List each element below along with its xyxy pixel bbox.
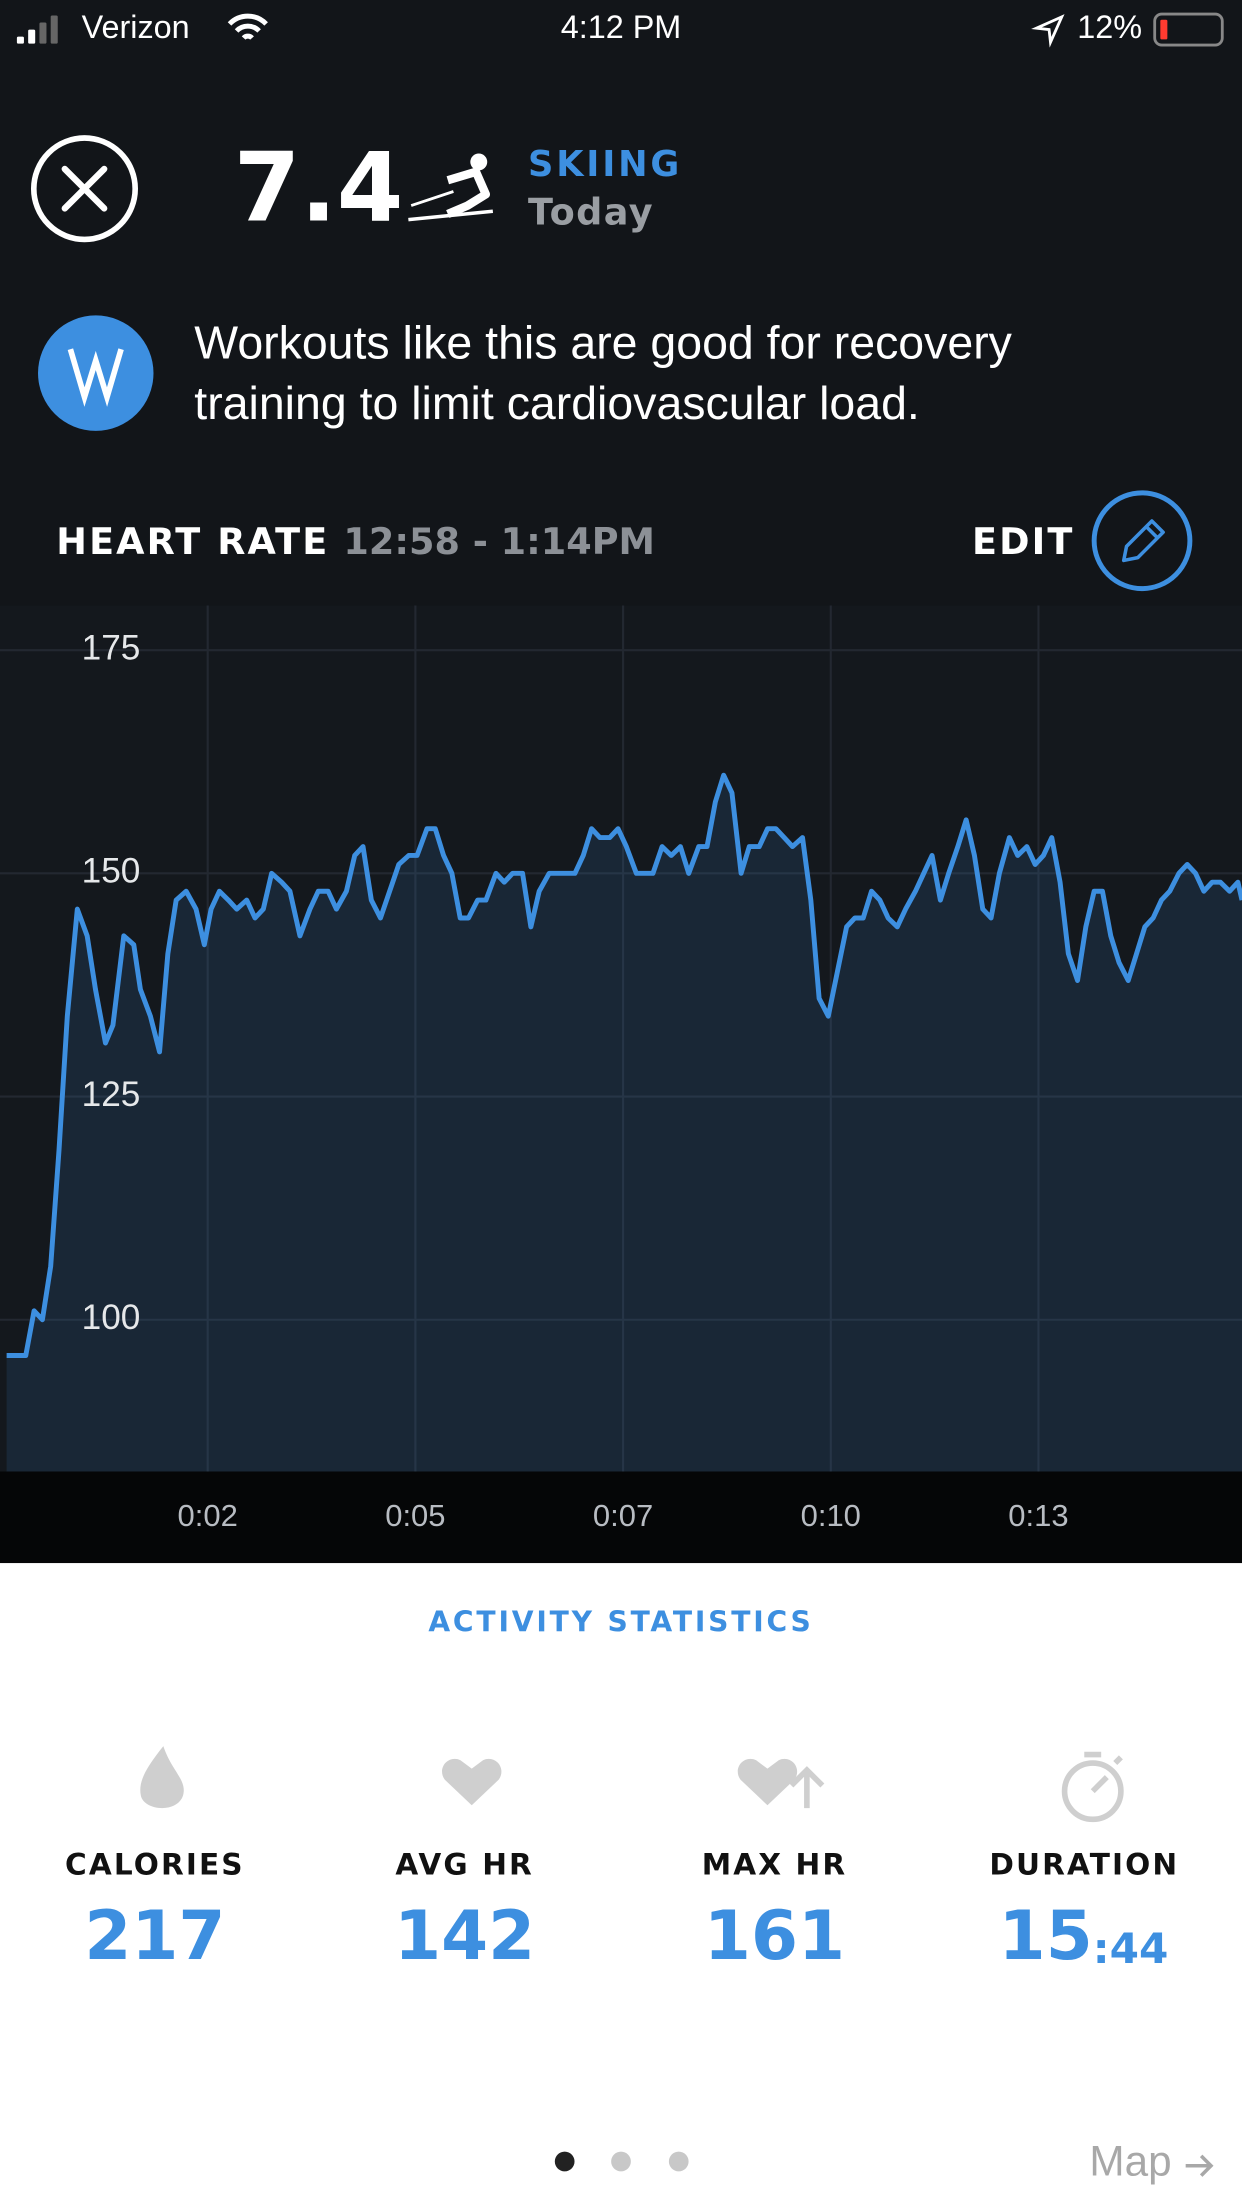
chart-title: HEART RATE — [56, 520, 329, 563]
area-fill — [6, 775, 1242, 1472]
stat-label: CALORIES — [65, 1847, 245, 1881]
stats-row: CALORIES 217 AVG HR 142 MAX HR 161 DURATION 15:… — [65, 1847, 1179, 1975]
heart-icon — [737, 1758, 798, 1806]
plot: 0:02 0:05 0:07 0:10 0:13 100 125 150 175 — [0, 605, 1242, 1533]
edit-button[interactable]: EDIT — [972, 490, 1193, 592]
battery-level — [1160, 19, 1168, 40]
location-icon — [1031, 14, 1065, 48]
y-tick-label: 125 — [82, 1075, 141, 1114]
chart-subtitle: 12:58 - 1:14PM — [343, 520, 655, 563]
battery-percent: 12% — [1077, 9, 1142, 45]
insight-line: training to limit cardiovascular load. — [194, 377, 920, 429]
map-label[interactable]: Map — [1089, 2138, 1171, 2185]
close-icon[interactable] — [61, 165, 108, 212]
carrier: Verizon — [82, 9, 190, 45]
stat-label: DURATION — [989, 1847, 1179, 1881]
stopwatch-hand — [1084, 1751, 1123, 1794]
heart-icon — [442, 1758, 502, 1806]
stat-label: AVG HR — [395, 1847, 534, 1881]
insight-line: Workouts like this are good for recovery — [194, 317, 1012, 369]
x-tick-label: 0:10 — [801, 1498, 861, 1533]
stat-value: 161 — [704, 1896, 845, 1975]
skier-icon — [408, 153, 494, 222]
signal-bar — [50, 15, 58, 44]
line — [6, 772, 1242, 1358]
page-dot[interactable] — [611, 2151, 631, 2172]
y-tick-label: 150 — [82, 852, 141, 891]
signal-bar — [16, 36, 24, 44]
close-button[interactable] — [30, 135, 138, 243]
stats-title: ACTIVITY STATISTICS — [428, 1606, 813, 1639]
page-dot[interactable] — [668, 2151, 689, 2172]
stat-icons — [140, 1746, 1124, 1823]
light-background — [0, 1563, 1242, 2208]
activity-name: SKIING — [528, 144, 682, 185]
edit-label[interactable]: EDIT — [972, 520, 1074, 563]
y-tick-label: 175 — [82, 628, 141, 667]
x-axis-band — [0, 1471, 1242, 1564]
clock: 4:12 PM — [561, 9, 682, 45]
signal-bar — [28, 29, 36, 44]
arrow-up-icon — [789, 1766, 825, 1809]
map-link[interactable]: Map — [1089, 2138, 1214, 2185]
status-bar: Verizon 4:12 PM 12% — [16, 9, 1224, 48]
whoop-logo-mark — [67, 348, 124, 407]
strain-score: 7.4 — [234, 132, 404, 244]
stat-value: 217 — [84, 1896, 225, 1975]
wifi-icon — [227, 13, 268, 40]
stat-label: MAX HR — [702, 1847, 848, 1881]
pencil-icon[interactable] — [1121, 519, 1165, 563]
page-dot-active[interactable] — [554, 2151, 575, 2172]
x-tick-label: 0:13 — [1008, 1498, 1068, 1533]
map-arrow[interactable] — [1185, 2154, 1214, 2177]
stopwatch-icon — [1061, 1760, 1124, 1823]
stat-value: 142 — [394, 1896, 535, 1975]
stat-value: 15 — [999, 1896, 1093, 1975]
x-tick-label: 0:05 — [385, 1498, 445, 1533]
edit-circle[interactable] — [1091, 490, 1193, 592]
x-tick-label: 0:07 — [593, 1498, 653, 1533]
stat-value-suffix: :44 — [1093, 1924, 1169, 1973]
close-circle[interactable] — [30, 135, 138, 243]
y-tick-label: 100 — [82, 1298, 141, 1337]
signal-bar — [39, 22, 47, 44]
whoop-logo — [38, 315, 154, 431]
activity-date: Today — [528, 191, 654, 234]
flame-icon — [140, 1746, 184, 1809]
x-tick-label: 0:02 — [178, 1498, 238, 1533]
battery-icon — [1153, 12, 1224, 47]
